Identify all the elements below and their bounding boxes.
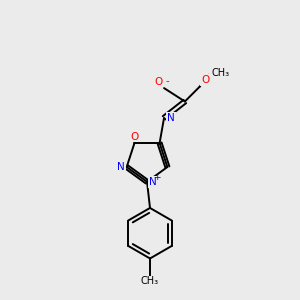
Text: N: N — [167, 113, 175, 123]
Text: O: O — [201, 75, 209, 85]
Text: N: N — [148, 177, 156, 187]
Text: O: O — [154, 76, 163, 87]
Text: +: + — [153, 173, 160, 182]
Text: CH₃: CH₃ — [141, 276, 159, 286]
Text: CH₃: CH₃ — [212, 68, 230, 78]
Text: O: O — [130, 132, 139, 142]
Text: N: N — [117, 162, 125, 172]
Text: -: - — [165, 76, 169, 87]
